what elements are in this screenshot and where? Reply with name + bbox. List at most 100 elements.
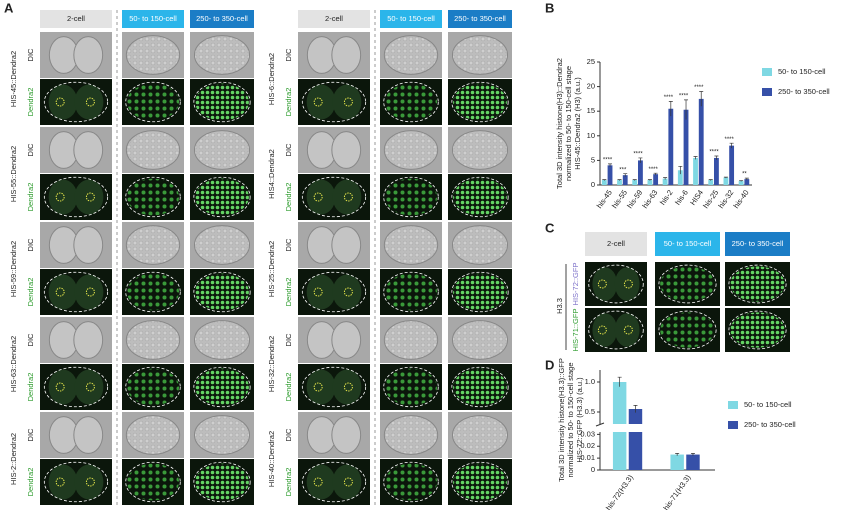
axis-break xyxy=(595,422,605,427)
y-tick-label: 1.0 xyxy=(585,377,595,386)
embryo-outline xyxy=(383,366,439,408)
bar xyxy=(744,179,750,185)
stage-header-label: 2-cell xyxy=(325,14,343,23)
bar xyxy=(647,180,653,185)
bar xyxy=(622,175,628,185)
embryo-outline xyxy=(301,176,367,218)
embryo-outline xyxy=(301,461,367,503)
nucleus-outline xyxy=(85,382,95,392)
row-label: HIS-2::Dendra2 xyxy=(9,433,18,485)
legend-label: 250- to 350-cell xyxy=(744,420,796,429)
significance: **** xyxy=(679,93,689,99)
embryo xyxy=(730,312,785,348)
legend-swatch xyxy=(728,401,738,409)
stage-header xyxy=(122,10,184,28)
stage-header xyxy=(585,232,647,256)
channel-label: Dendra2 xyxy=(284,373,293,402)
embryo-outline xyxy=(383,461,439,503)
bar xyxy=(617,180,622,185)
bar xyxy=(670,454,684,470)
embryo xyxy=(384,273,438,311)
embryo xyxy=(451,320,509,360)
error-bar xyxy=(663,177,668,180)
embryo xyxy=(383,225,439,265)
nucleus-outline xyxy=(343,477,353,487)
group-label: H3.3 xyxy=(555,298,564,314)
error-bar xyxy=(647,179,652,181)
y-axis-label: HIS-45::Dendra2 (H3) (a.u.) xyxy=(573,77,582,170)
embryo xyxy=(384,368,438,406)
cell xyxy=(592,313,618,347)
bar xyxy=(607,165,613,185)
embryo-outline xyxy=(383,176,439,218)
error-bar xyxy=(675,453,680,456)
embryo xyxy=(195,368,249,406)
embryo xyxy=(660,312,715,348)
embryo xyxy=(383,320,439,360)
significance: *** xyxy=(619,167,627,173)
nucleus-outline xyxy=(313,97,323,107)
nucleus-outline xyxy=(623,279,633,289)
bar xyxy=(677,170,683,185)
embryo xyxy=(384,178,438,216)
embryo xyxy=(195,463,249,501)
channel-label: Dendra2 xyxy=(284,468,293,497)
stage-header-label: 50- to 150-cell xyxy=(664,239,712,248)
bar xyxy=(632,180,638,185)
embryo-outline xyxy=(301,271,367,313)
channel-label: Dendra2 xyxy=(26,468,35,497)
row-label: HIS-32::Dendra2 xyxy=(267,336,276,392)
nucleus-outline xyxy=(343,382,353,392)
stage-header xyxy=(655,232,720,256)
embryo xyxy=(193,225,251,265)
cell xyxy=(614,313,640,347)
y-tick-label: 0 xyxy=(591,180,595,189)
y-tick-label: 10 xyxy=(587,131,595,140)
channel-label: DIC xyxy=(284,238,293,252)
error-bar xyxy=(632,179,637,181)
stage-header xyxy=(725,232,790,256)
error-bar xyxy=(623,173,628,177)
bar xyxy=(708,180,714,185)
nucleus-outline xyxy=(55,287,65,297)
embryo xyxy=(195,273,249,311)
embryo-outline xyxy=(451,81,509,123)
embryo xyxy=(451,225,509,265)
embryo xyxy=(193,35,251,75)
error-bar xyxy=(617,376,622,387)
x-tick-label: his-2 xyxy=(658,188,675,206)
nucleus-outline xyxy=(55,97,65,107)
cell xyxy=(73,131,104,169)
bar xyxy=(668,108,674,185)
embryo-outline xyxy=(301,81,367,123)
error-bar xyxy=(684,99,689,120)
y-axis-label: normalized to 50- to 150-cell stage xyxy=(564,66,573,181)
legend-swatch xyxy=(762,88,772,96)
embryo-outline xyxy=(451,271,509,313)
channel-label: Dendra2 xyxy=(26,278,35,307)
cell xyxy=(73,226,104,264)
stage-header-label: 250- to 350-cell xyxy=(732,239,784,248)
embryo xyxy=(125,35,181,75)
stage-header-label: 50- to 150-cell xyxy=(129,14,177,23)
error-bar xyxy=(723,176,728,179)
channel-label: DIC xyxy=(26,238,35,252)
stage-header xyxy=(298,10,370,28)
embryo xyxy=(126,463,180,501)
embryo xyxy=(453,368,507,406)
embryo xyxy=(451,35,509,75)
embryo xyxy=(384,463,438,501)
embryo xyxy=(451,130,509,170)
cell xyxy=(48,84,78,120)
channel-label: DIC xyxy=(284,333,293,347)
error-bar xyxy=(617,179,622,181)
nucleus-outline xyxy=(55,192,65,202)
embryo xyxy=(453,463,507,501)
error-bar xyxy=(690,453,695,456)
embryo-outline xyxy=(728,310,787,350)
cell xyxy=(73,416,104,454)
embryo-outline xyxy=(451,366,509,408)
embryo xyxy=(451,415,509,455)
error-bar xyxy=(668,101,673,117)
embryo xyxy=(126,368,180,406)
